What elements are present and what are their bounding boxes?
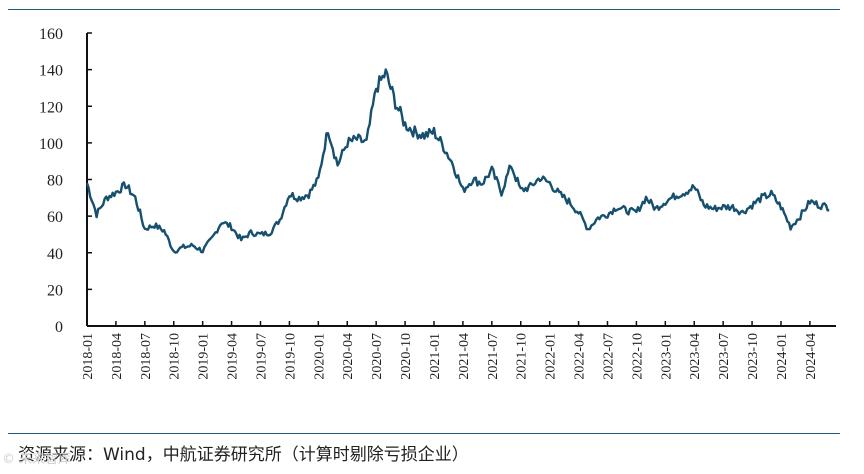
plot-area [85,68,830,254]
y-tick-label: 20 [47,282,63,299]
x-tick-label: 2023-04 [688,333,703,380]
y-tick-label: 60 [47,209,63,226]
x-tick-label: 2018-10 [168,333,183,380]
x-tick-label: 2020-04 [341,333,356,380]
x-tick-label: 2021-07 [486,333,501,380]
top-rule [8,9,840,10]
x-tick-label: 2020-07 [370,333,385,380]
y-tick-label: 0 [55,319,63,336]
bottom-rule [8,433,840,434]
series-line [85,68,830,254]
x-tick-label: 2020-10 [399,333,414,380]
y-tick-label: 120 [39,99,63,116]
x-tick-label: 2023-10 [746,333,761,380]
x-axis: 2018-01 2018-04 2018-07 2018-10 2019-01 2019-… [81,321,836,380]
y-tick-label: 140 [39,63,63,80]
x-tick-label: 2021-04 [457,333,472,380]
x-tick-label: 2021-10 [515,333,530,380]
y-axis: 0 20 40 60 80 100 120 140 160 [39,26,92,336]
x-tick-label: 2022-01 [544,333,559,380]
y-tick-label: 40 [47,246,63,263]
x-tick-label: 2023-07 [717,333,732,380]
x-tick-label: 2024-04 [804,333,819,380]
source-note: 资源来源：Wind，中航证券研究所（计算时剔除亏损企业） [18,445,469,465]
x-tick-label: 2018-01 [81,333,96,380]
x-tick-label: 2019-10 [283,333,298,380]
x-tick-label: 2018-04 [110,333,125,380]
y-tick-label: 100 [39,136,63,153]
x-tick-label: 2024-01 [775,333,790,380]
x-tick-label: 2020-01 [312,333,327,380]
watermark: © 未来智库 [2,452,72,467]
y-tick-label: 80 [47,173,63,190]
x-tick-label: 2022-10 [630,333,645,380]
x-tick-label: 2019-01 [197,333,212,380]
x-tick-label: 2022-04 [573,333,588,380]
y-tick-label: 160 [39,26,63,43]
x-tick-label: 2018-07 [139,333,154,380]
x-tick-label: 2019-07 [254,333,269,380]
x-tick-label: 2022-07 [601,333,616,380]
x-tick-label: 2021-01 [428,333,443,380]
x-tick-label: 2019-04 [226,333,241,380]
x-tick-label: 2023-01 [659,333,674,380]
